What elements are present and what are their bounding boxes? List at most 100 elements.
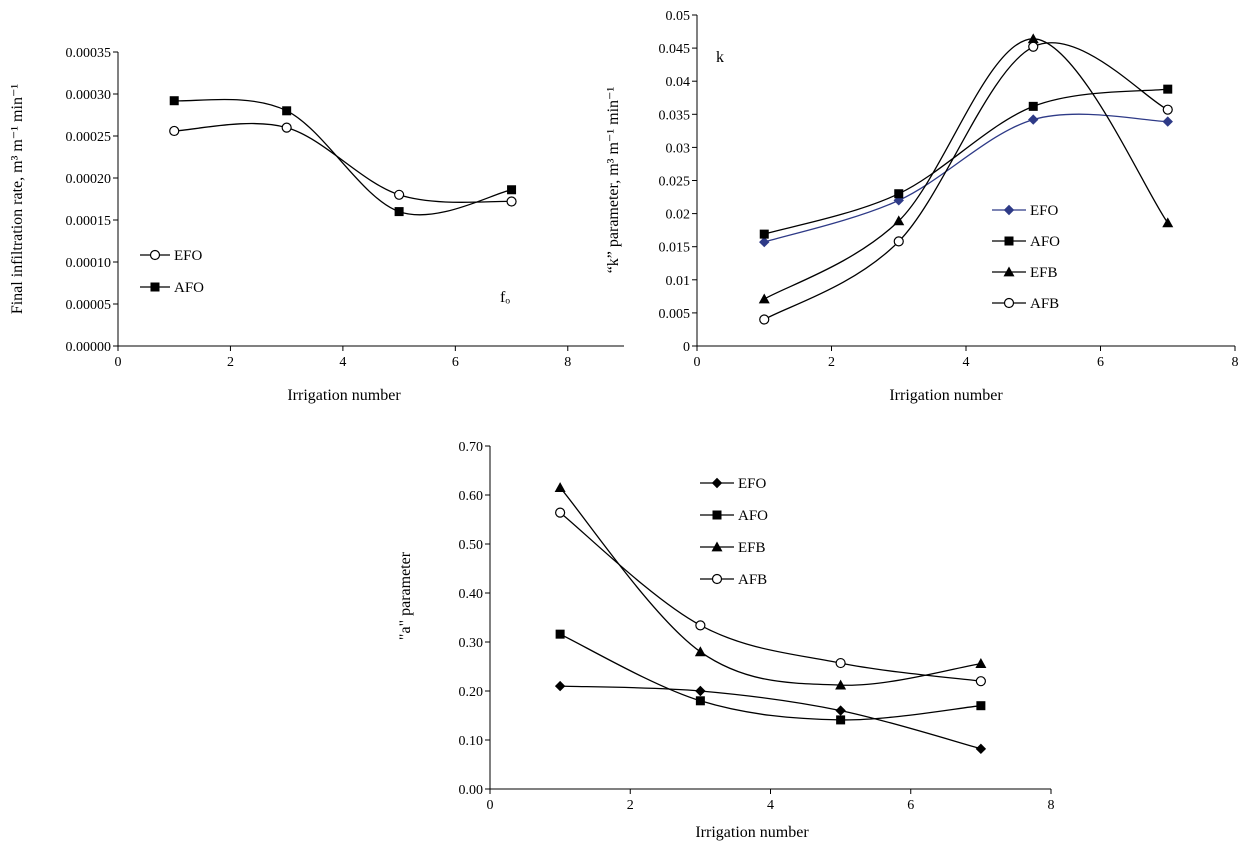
data-point (555, 482, 566, 492)
x-tick-label: 4 (339, 355, 346, 370)
y-tick-label: 0 (683, 340, 690, 355)
series-efo (170, 123, 516, 206)
y-tick-label: 0.04 (666, 75, 691, 90)
series-afo (170, 96, 516, 216)
x-axis-label: Irrigation number (287, 387, 401, 404)
data-point (1029, 42, 1038, 51)
y-axis-label: “k” parameter, m³ m⁻¹ min⁻¹ (605, 87, 622, 274)
data-point (695, 646, 706, 656)
x-axis-label: Irrigation number (695, 824, 809, 841)
data-point (170, 96, 179, 105)
y-tick-label: 0.02 (666, 208, 691, 223)
y-axis-label: Final infiltration rate, m³ m⁻¹ min⁻¹ (9, 84, 26, 315)
data-point (696, 696, 705, 705)
y-tick-label: 0.00035 (66, 46, 112, 61)
chart-annotation: k (716, 49, 724, 66)
y-tick-label: 0.005 (659, 307, 691, 322)
y-tick-label: 0.00030 (66, 88, 112, 103)
x-tick-label: 8 (1232, 355, 1239, 370)
series-afo (760, 85, 1173, 239)
data-point (507, 197, 516, 206)
y-tick-label: 0.05 (666, 9, 691, 24)
legend-marker (151, 283, 160, 292)
y-tick-label: 0.045 (659, 42, 691, 57)
y-axis-label: "a" parameter (397, 551, 414, 640)
chart-1: 0 2 4 6 8 0.00000 0.00005 0.00010 0.00015 0.00020… (9, 46, 624, 404)
x-tick-label: 4 (963, 355, 970, 370)
y-tick-label: 0.10 (459, 734, 484, 749)
y-tick-label: 0.00005 (66, 298, 112, 313)
legend-marker (712, 478, 722, 488)
y-tick-label: 0.025 (659, 175, 691, 190)
series-line (764, 89, 1168, 234)
series-efo (555, 681, 986, 754)
data-point (759, 293, 770, 303)
series-line (560, 686, 981, 749)
data-point (1163, 85, 1172, 94)
series-line (560, 513, 981, 682)
x-tick-label: 0 (487, 798, 494, 813)
series-afb (760, 42, 1173, 324)
y-tick-label: 0.30 (459, 636, 484, 651)
data-point (507, 185, 516, 194)
data-point (760, 315, 769, 324)
legend-label: AFO (1030, 234, 1060, 250)
series-line (764, 39, 1168, 299)
data-point (1163, 105, 1172, 114)
chart-2: 0 2 4 6 8 0 0.005 0.01 0.015 0.02 0.025 0.03 0.035 0.… (605, 9, 1239, 404)
data-point (836, 715, 845, 724)
data-point (1162, 217, 1173, 227)
series-afo (556, 630, 986, 725)
series-line (764, 114, 1168, 242)
x-tick-label: 4 (767, 798, 774, 813)
data-point (395, 190, 404, 199)
series-line (560, 488, 981, 686)
y-tick-label: 0.035 (659, 108, 691, 123)
legend-label: EFB (738, 540, 766, 556)
series-afb (556, 508, 986, 686)
data-point (282, 123, 291, 132)
data-point (976, 677, 985, 686)
data-point (556, 630, 565, 639)
y-tick-label: 0.01 (666, 274, 691, 289)
legend-marker (713, 511, 722, 520)
legend-marker (1004, 205, 1014, 215)
legend-marker (713, 575, 722, 584)
y-tick-label: 0.00025 (66, 130, 112, 145)
data-point (555, 681, 565, 691)
x-tick-label: 6 (1097, 355, 1104, 370)
data-point (1029, 102, 1038, 111)
data-point (976, 701, 985, 710)
chart-3: 0 2 4 6 80.000.100.200.300.400.500.600.70Irr… (397, 440, 1055, 841)
data-point (835, 705, 845, 715)
series-line (764, 43, 1168, 320)
legend-marker (1005, 299, 1014, 308)
y-tick-label: 0.60 (459, 489, 484, 504)
y-tick-label: 0.00 (459, 783, 484, 798)
legend-label: EFB (1030, 265, 1058, 281)
data-point (282, 106, 291, 115)
legend-marker (1005, 237, 1014, 246)
legend-label: EFO (1030, 203, 1059, 219)
y-tick-label: 0.50 (459, 538, 484, 553)
data-point (976, 744, 986, 754)
legend-label: EFO (174, 248, 203, 264)
x-tick-label: 8 (564, 355, 571, 370)
y-tick-label: 0.40 (459, 587, 484, 602)
y-tick-label: 0.70 (459, 440, 484, 455)
x-tick-label: 6 (452, 355, 459, 370)
x-tick-label: 6 (907, 798, 914, 813)
x-tick-label: 0 (694, 355, 701, 370)
chart-annotation: fₒ (500, 289, 510, 306)
y-tick-label: 0.03 (666, 141, 691, 156)
y-tick-label: 0.00020 (66, 172, 112, 187)
x-tick-label: 2 (227, 355, 234, 370)
legend-marker (151, 251, 160, 260)
y-tick-label: 0.00010 (66, 256, 112, 271)
data-point (1028, 114, 1038, 124)
x-tick-label: 2 (828, 355, 835, 370)
series-line (174, 99, 511, 214)
x-tick-label: 0 (115, 355, 122, 370)
data-point (894, 189, 903, 198)
